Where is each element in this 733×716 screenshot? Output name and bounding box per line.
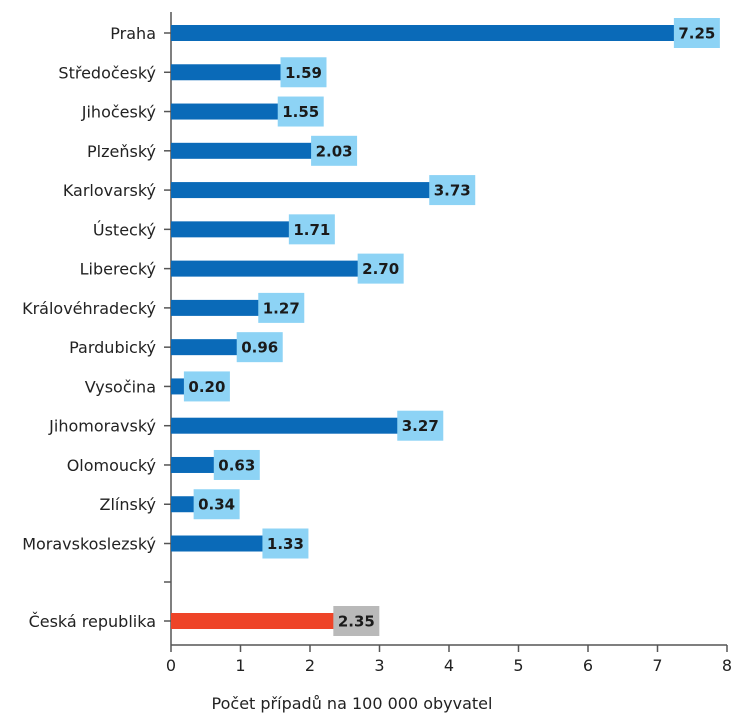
bar <box>171 103 279 120</box>
category-label: Karlovarský <box>63 181 156 200</box>
bar-value-label: 0.96 <box>241 339 278 357</box>
category-label: Pardubický <box>69 338 156 357</box>
bar-value-box <box>333 606 380 636</box>
bar-value-label: 2.03 <box>316 142 353 160</box>
bar <box>171 339 238 356</box>
category-label: Moravskoslezský <box>22 535 156 554</box>
bar <box>171 182 431 199</box>
category-label: Plzeňský <box>87 142 156 161</box>
bar-value-box <box>288 214 335 245</box>
category-label: Středočeský <box>58 63 156 82</box>
bar-value-label: 3.73 <box>434 182 471 200</box>
bar-value-label: 2.35 <box>338 613 375 631</box>
category-label: Liberecký <box>80 260 156 279</box>
x-tick-label: 6 <box>583 656 593 675</box>
chart-category-labels: Praha Středočeský Jihočeský Plzeňský Karlova… <box>22 24 156 631</box>
category-label: Královéhradecký <box>22 299 156 318</box>
bar-value-box <box>357 253 404 284</box>
bar-value-label: 7.25 <box>678 25 715 43</box>
bar-value-box <box>236 332 283 363</box>
category-label: Praha <box>110 24 156 43</box>
bar-value-box <box>258 292 305 323</box>
category-label: Česká republika <box>29 612 156 631</box>
x-tick-label: 1 <box>235 656 245 675</box>
category-label: Zlínský <box>100 495 157 514</box>
bar-value-box <box>429 175 476 206</box>
bar <box>171 496 195 513</box>
chart-x-ticks: 0 1 2 3 4 5 6 7 8 <box>166 645 732 675</box>
bar-value-box <box>193 489 240 520</box>
x-tick-label: 5 <box>513 656 523 675</box>
bar-value-label: 1.33 <box>267 535 304 553</box>
bar <box>171 299 260 316</box>
bar-value-label: 1.55 <box>282 103 319 121</box>
bar <box>171 142 313 159</box>
x-tick-label: 7 <box>652 656 662 675</box>
bar-value-box <box>213 449 260 480</box>
bar <box>171 456 215 473</box>
x-tick-label: 4 <box>444 656 454 675</box>
x-tick-label: 3 <box>374 656 384 675</box>
bar-value-label: 2.70 <box>362 260 399 278</box>
bar <box>171 221 290 238</box>
bar-value-box <box>397 410 444 441</box>
bar <box>171 260 359 277</box>
category-label: Ústecký <box>93 220 156 239</box>
bar-value-box <box>280 57 327 88</box>
bar-value-label: 0.20 <box>188 378 225 396</box>
bar-value-label: 0.63 <box>218 456 255 474</box>
x-tick-label: 8 <box>722 656 732 675</box>
chart-bars: 7.25 1.59 1.55 2.03 3.73 1.71 2.70 1.27 0.96 0.20… <box>171 18 720 636</box>
bar <box>171 613 335 629</box>
bar-value-box <box>673 18 720 48</box>
category-label: Jihočeský <box>81 103 156 122</box>
bar <box>171 25 675 41</box>
bar <box>171 535 264 552</box>
category-label: Vysočina <box>85 377 156 396</box>
bar-value-box <box>277 96 324 127</box>
bar-value-box <box>262 528 309 559</box>
category-label: Jihomoravský <box>48 417 156 436</box>
bar <box>171 417 399 434</box>
bar-value-label: 3.27 <box>402 417 439 435</box>
category-label: Olomoucký <box>67 456 156 475</box>
bar-value-label: 1.59 <box>285 64 322 82</box>
bar-value-label: 0.34 <box>198 496 235 514</box>
bar <box>171 378 185 395</box>
bar-value-box <box>183 371 230 402</box>
x-tick-label: 0 <box>166 656 176 675</box>
bar-value-label: 1.71 <box>293 221 330 239</box>
x-tick-label: 2 <box>305 656 315 675</box>
x-axis-title: Počet případů na 100 000 obyvatel <box>212 694 493 713</box>
bar-value-box <box>311 135 358 166</box>
bar <box>171 64 282 81</box>
bar-value-label: 1.27 <box>263 299 300 317</box>
